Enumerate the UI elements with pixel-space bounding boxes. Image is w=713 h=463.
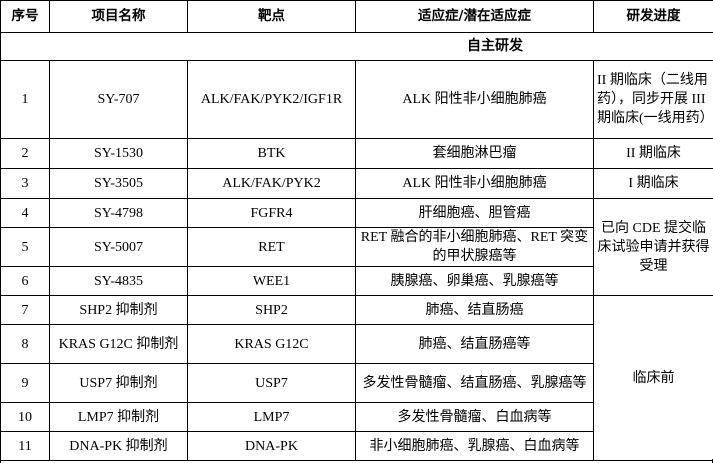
table-row: 10 LMP7 抑制剂 LMP7 多发性骨髓瘤、白血病等: [0, 402, 713, 432]
cell-indication: RET 融合的非小细胞肺癌、RET 突变的甲状腺癌等: [355, 227, 594, 267]
cell-target: WEE1: [187, 266, 356, 296]
cell-target: ALK/FAK/PYK2/IGF1R: [187, 60, 356, 139]
table-row: 1 SY-707 ALK/FAK/PYK2/IGF1R ALK 阳性非小细胞肺癌…: [0, 60, 713, 139]
header-row: 序号 项目名称 靶点 适应症/潜在适应症 研发进度: [0, 0, 713, 33]
cell-name: USP7 抑制剂: [49, 363, 188, 403]
cell-indication: 胰腺癌、卵巢癌、乳腺癌等: [355, 266, 594, 296]
cell-no: 11: [0, 431, 50, 461]
cell-name: SY-5007: [49, 227, 188, 267]
cell-target: USP7: [187, 363, 356, 403]
header-target: 靶点: [187, 0, 356, 33]
cell-target: DNA-PK: [187, 431, 356, 461]
cell-indication: ALK 阳性非小细胞肺癌: [355, 168, 594, 199]
cell-no: 10: [0, 402, 50, 432]
header-indication: 适应症/潜在适应症: [355, 0, 594, 33]
cell-no: 2: [0, 138, 50, 169]
cell-target: LMP7: [187, 402, 356, 432]
cell-indication: 多发性骨髓瘤、白血病等: [355, 402, 594, 432]
cell-indication: 多发性骨髓瘤、结直肠癌、乳腺癌等: [355, 363, 594, 403]
cell-name: SY-3505: [49, 168, 188, 199]
cell-target: SHP2: [187, 295, 356, 325]
header-progress: 研发进度: [593, 0, 713, 33]
cell-indication: ALK 阳性非小细胞肺癌: [355, 60, 594, 139]
cell-progress-group: 临床前: [593, 295, 713, 461]
cell-no: 5: [0, 227, 50, 267]
table-row: 4 SY-4798 FGFR4 肝细胞癌、胆管癌 已向 CDE 提交临床试验申请…: [0, 198, 713, 296]
cell-no: 3: [0, 168, 50, 199]
cell-indication: 肝细胞癌、胆管癌: [355, 198, 594, 228]
cell-progress-group: 已向 CDE 提交临床试验申请并获得受理: [593, 198, 713, 296]
cell-indication: 套细胞淋巴瘤: [355, 138, 594, 169]
section-row: 自主研发: [0, 32, 713, 61]
table-row: 9 USP7 抑制剂 USP7 多发性骨髓瘤、结直肠癌、乳腺癌等: [0, 363, 713, 403]
cell-progress: II 期临床: [593, 138, 713, 169]
header-no: 序号: [0, 0, 50, 33]
table-row: 6 SY-4835 WEE1 胰腺癌、卵巢癌、乳腺癌等: [0, 266, 713, 296]
cell-target: RET: [187, 227, 356, 267]
next-row-edge: [0, 459, 713, 463]
table-row: 8 KRAS G12C 抑制剂 KRAS G12C 肺癌、结直肠癌等: [0, 324, 713, 364]
cell-no: 9: [0, 363, 50, 403]
cell-name: LMP7 抑制剂: [49, 402, 188, 432]
cell-name: SY-1530: [49, 138, 188, 169]
cell-target: BTK: [187, 138, 356, 169]
cell-no: 4: [0, 198, 50, 228]
cell-no: 1: [0, 60, 50, 139]
cell-no: 6: [0, 266, 50, 296]
cell-progress: II 期临床（二线用药），同步开展 III 期临床(一线用药）: [593, 60, 713, 139]
cell-progress: I 期临床: [593, 168, 713, 199]
cell-name: SHP2 抑制剂: [49, 295, 188, 325]
cell-name: SY-4798: [49, 198, 188, 228]
cell-indication: 非小细胞肺癌、乳腺癌、白血病等: [355, 431, 594, 461]
cell-indication: 肺癌、结直肠癌等: [355, 324, 594, 364]
table-row: 3 SY-3505 ALK/FAK/PYK2 ALK 阳性非小细胞肺癌 I 期临…: [0, 168, 713, 199]
cell-target: ALK/FAK/PYK2: [187, 168, 356, 199]
cell-indication: 肺癌、结直肠癌: [355, 295, 594, 325]
cell-name: DNA-PK 抑制剂: [49, 431, 188, 461]
section-title: 自主研发: [0, 32, 713, 61]
header-name: 项目名称: [49, 0, 188, 33]
table-row: 11 DNA-PK 抑制剂 DNA-PK 非小细胞肺癌、乳腺癌、白血病等: [0, 431, 713, 461]
table-row: 2 SY-1530 BTK 套细胞淋巴瘤 II 期临床: [0, 138, 713, 169]
table-row: 7 SHP2 抑制剂 SHP2 肺癌、结直肠癌 临床前: [0, 295, 713, 461]
cell-name: SY-707: [49, 60, 188, 139]
cell-target: KRAS G12C: [187, 324, 356, 364]
cell-name: KRAS G12C 抑制剂: [49, 324, 188, 364]
cell-target: FGFR4: [187, 198, 356, 228]
cell-name: SY-4835: [49, 266, 188, 296]
cell-no: 8: [0, 324, 50, 364]
cell-no: 7: [0, 295, 50, 325]
